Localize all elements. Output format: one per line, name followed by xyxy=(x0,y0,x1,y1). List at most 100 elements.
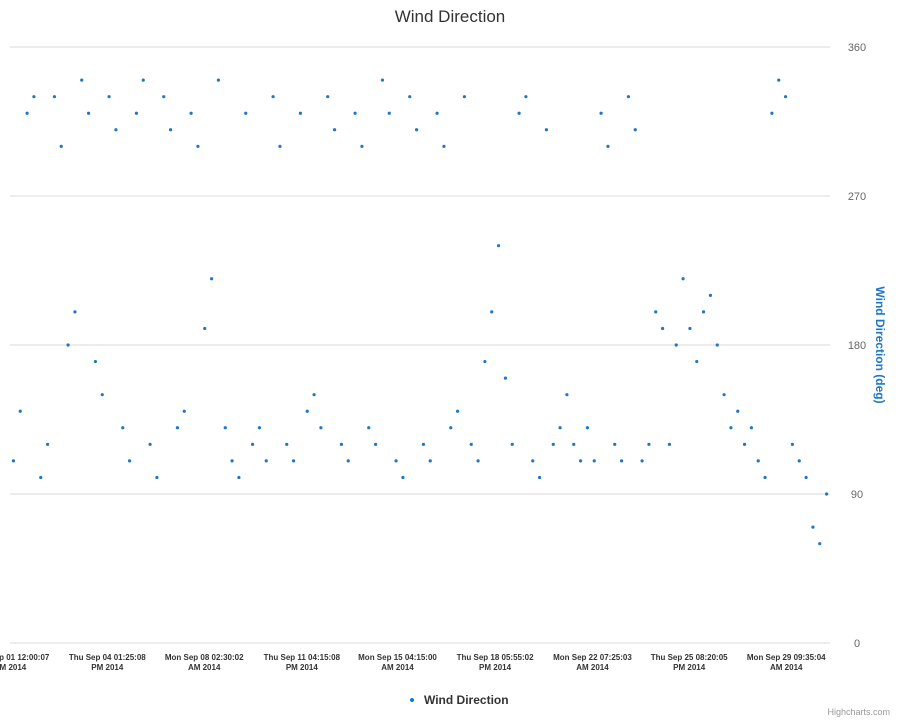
data-point[interactable] xyxy=(763,475,767,480)
data-point[interactable] xyxy=(414,128,419,132)
data-point[interactable] xyxy=(100,393,104,397)
data-point[interactable] xyxy=(250,442,255,446)
data-point[interactable] xyxy=(121,426,125,430)
data-point[interactable] xyxy=(572,442,576,446)
data-point[interactable] xyxy=(483,359,487,364)
data-point[interactable] xyxy=(626,95,631,99)
data-point[interactable] xyxy=(107,95,111,99)
data-point[interactable] xyxy=(312,393,316,397)
data-point[interactable] xyxy=(360,144,364,148)
data-point[interactable] xyxy=(633,128,637,132)
data-point[interactable] xyxy=(134,111,139,115)
data-point[interactable] xyxy=(59,144,63,148)
data-point[interactable] xyxy=(777,78,781,82)
data-point[interactable] xyxy=(394,459,398,463)
data-point[interactable] xyxy=(592,459,596,463)
data-point[interactable] xyxy=(353,111,357,115)
data-point[interactable] xyxy=(729,426,733,430)
data-point[interactable] xyxy=(503,376,508,380)
data-point[interactable] xyxy=(18,409,22,413)
data-point[interactable] xyxy=(346,459,350,463)
data-point[interactable] xyxy=(244,111,248,115)
data-point[interactable] xyxy=(462,95,467,99)
data-point[interactable] xyxy=(421,442,426,446)
data-point[interactable] xyxy=(660,326,665,331)
data-point[interactable] xyxy=(695,359,699,364)
data-point[interactable] xyxy=(326,95,330,99)
data-point[interactable] xyxy=(811,525,815,529)
data-point[interactable] xyxy=(613,442,617,446)
data-point[interactable] xyxy=(824,492,829,496)
data-point[interactable] xyxy=(578,459,583,463)
data-point[interactable] xyxy=(114,128,118,132)
data-point[interactable] xyxy=(490,310,494,314)
data-point[interactable] xyxy=(401,475,405,480)
data-point[interactable] xyxy=(674,343,678,347)
data-point[interactable] xyxy=(585,426,590,430)
data-point[interactable] xyxy=(305,409,309,413)
data-point[interactable] xyxy=(155,475,159,480)
data-point[interactable] xyxy=(45,442,50,446)
data-point[interactable] xyxy=(182,409,186,413)
data-point[interactable] xyxy=(73,310,77,314)
data-point[interactable] xyxy=(11,459,16,463)
data-point[interactable] xyxy=(257,426,262,430)
data-point[interactable] xyxy=(558,426,562,430)
data-point[interactable] xyxy=(496,244,501,248)
credits-link[interactable]: Highcharts.com xyxy=(827,707,890,717)
data-point[interactable] xyxy=(749,426,754,430)
data-point[interactable] xyxy=(606,144,610,148)
data-point[interactable] xyxy=(565,393,569,397)
data-point[interactable] xyxy=(442,144,446,148)
data-point[interactable] xyxy=(319,426,323,430)
data-point[interactable] xyxy=(203,326,207,331)
data-point[interactable] xyxy=(551,442,555,446)
data-point[interactable] xyxy=(52,95,57,99)
data-point[interactable] xyxy=(428,459,432,463)
data-point[interactable] xyxy=(339,442,344,446)
data-point[interactable] xyxy=(701,310,706,314)
data-point[interactable] xyxy=(209,277,214,281)
data-point[interactable] xyxy=(278,144,282,148)
data-point[interactable] xyxy=(93,359,98,364)
data-point[interactable] xyxy=(168,128,173,132)
data-point[interactable] xyxy=(790,442,795,446)
data-point[interactable] xyxy=(715,343,719,347)
data-point[interactable] xyxy=(285,442,289,446)
data-point[interactable] xyxy=(640,459,644,463)
data-point[interactable] xyxy=(271,95,275,99)
data-point[interactable] xyxy=(756,459,760,463)
data-point[interactable] xyxy=(39,475,43,480)
data-point[interactable] xyxy=(804,475,808,480)
data-point[interactable] xyxy=(783,95,788,99)
data-point[interactable] xyxy=(223,426,227,430)
data-point[interactable] xyxy=(681,277,685,281)
data-point[interactable] xyxy=(708,293,713,297)
data-point[interactable] xyxy=(216,78,221,82)
data-point[interactable] xyxy=(722,393,726,397)
data-point[interactable] xyxy=(544,128,549,132)
data-point[interactable] xyxy=(599,111,603,115)
data-point[interactable] xyxy=(230,459,234,463)
data-point[interactable] xyxy=(332,128,337,132)
data-point[interactable] xyxy=(25,111,29,115)
data-point[interactable] xyxy=(818,542,822,546)
data-point[interactable] xyxy=(237,475,241,480)
data-point[interactable] xyxy=(127,459,132,463)
data-point[interactable] xyxy=(531,459,535,463)
data-point[interactable] xyxy=(162,95,166,99)
data-point[interactable] xyxy=(175,426,180,430)
data-point[interactable] xyxy=(264,459,268,463)
data-point[interactable] xyxy=(742,442,747,446)
data-point[interactable] xyxy=(86,111,91,115)
data-point[interactable] xyxy=(408,95,412,99)
data-point[interactable] xyxy=(196,144,200,148)
data-point[interactable] xyxy=(619,459,624,463)
data-point[interactable] xyxy=(517,111,521,115)
data-point[interactable] xyxy=(688,326,692,331)
data-point[interactable] xyxy=(141,78,145,82)
data-point[interactable] xyxy=(647,442,651,446)
data-point[interactable] xyxy=(387,111,391,115)
data-point[interactable] xyxy=(148,442,152,446)
legend[interactable]: Wind Direction xyxy=(410,693,509,707)
